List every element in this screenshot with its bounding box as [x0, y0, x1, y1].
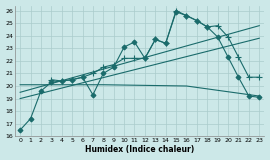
X-axis label: Humidex (Indice chaleur): Humidex (Indice chaleur): [85, 145, 194, 154]
